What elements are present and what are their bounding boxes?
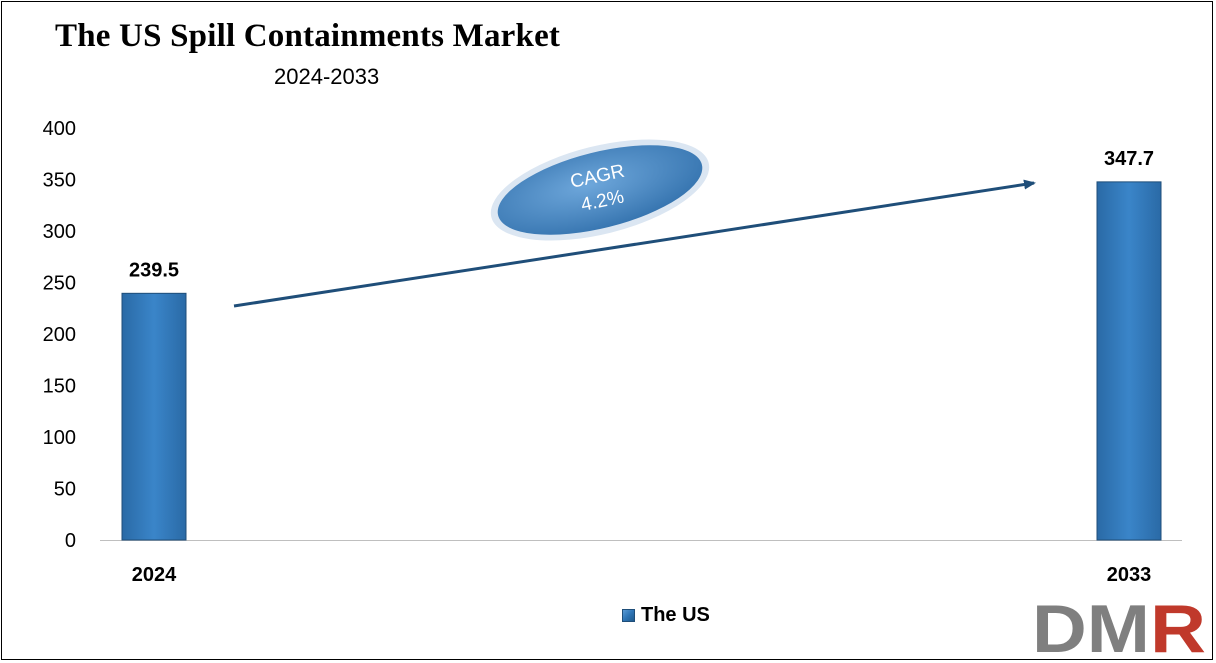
y-tick-label: 150 [43,376,76,398]
y-tick-label: 350 [43,170,76,192]
y-tick-label: 400 [43,118,76,140]
data-label-2024: 239.5 [129,259,179,281]
chart-subtitle: 2024-2033 [274,64,380,89]
chart-title: The US Spill Containments Market [55,18,561,54]
logo-dm-text: DM [1032,598,1150,658]
cagr-trend-arrow [233,179,1036,308]
y-tick-label: 300 [43,221,76,243]
cagr-ellipse [488,137,712,243]
x-category-label-2024: 2024 [132,564,177,586]
x-category-label-2033: 2033 [1107,564,1152,586]
dmr-logo: DM R [1032,598,1206,658]
y-tick-label: 250 [43,273,76,295]
y-tick-label: 0 [65,530,76,552]
y-tick-label: 200 [43,324,76,346]
y-tick-label: 50 [54,479,76,501]
y-tick-label: 100 [43,427,76,449]
data-label-2033: 347.7 [1104,148,1154,170]
legend: The US [622,604,710,627]
data-labels: 239.5 347.7 [129,148,1154,281]
x-axis-category-labels: 2024 2033 [132,564,1152,586]
legend-swatch [622,609,635,622]
bar-2033 [1096,181,1162,541]
bars [121,181,1162,541]
legend-label: The US [641,604,710,626]
logo-r-text: R [1150,598,1206,658]
bar-2024 [121,292,187,541]
y-axis-tick-labels: 0 50 100 150 200 250 300 350 400 [43,118,76,552]
